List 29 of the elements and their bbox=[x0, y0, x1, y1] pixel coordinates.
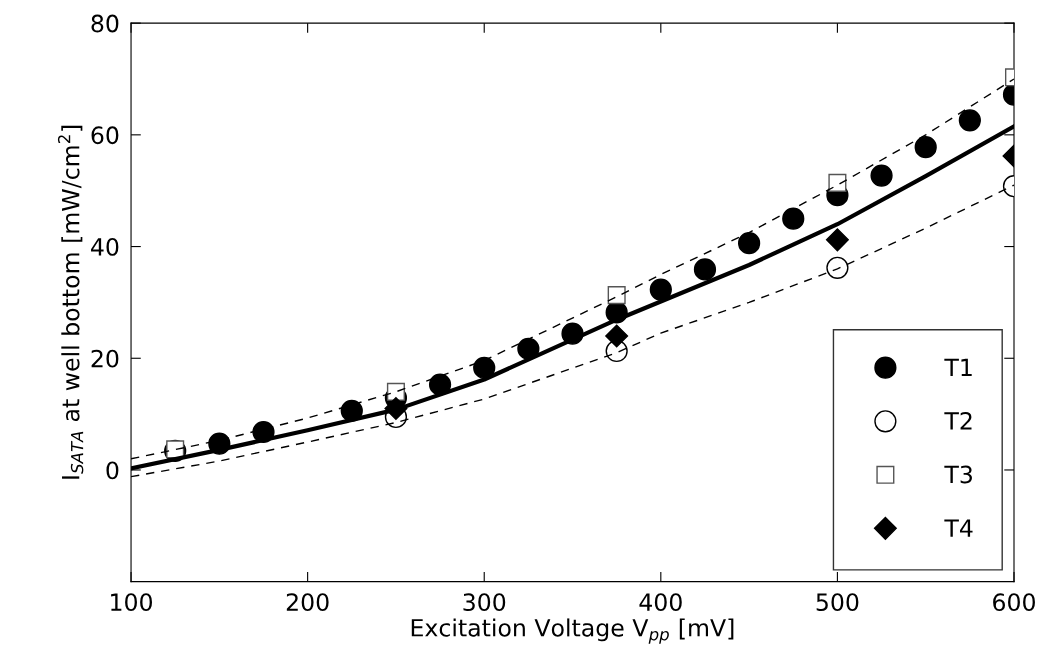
point bbox=[693, 258, 717, 281]
point bbox=[870, 164, 893, 187]
y-tick-label: 20 bbox=[91, 349, 119, 368]
point bbox=[473, 356, 496, 379]
y-tick-label: 80 bbox=[91, 14, 119, 33]
y-axis-title: I$_{SATA}$ at well bottom [mW/cm$^{2}$] bbox=[57, 125, 84, 479]
legend-label: T2 bbox=[944, 412, 972, 430]
x-axis-title: Excitation Voltage V$_{pp}$ [mV] bbox=[411, 618, 734, 644]
legend-label: T4 bbox=[944, 519, 973, 537]
legend-label: T3 bbox=[944, 465, 972, 484]
x-tick-label: 300 bbox=[463, 593, 506, 612]
point bbox=[958, 109, 981, 132]
legend-label: T1 bbox=[944, 358, 972, 376]
y-tick-label: 0 bbox=[106, 461, 119, 480]
x-tick-label: 100 bbox=[111, 593, 153, 612]
point bbox=[782, 207, 805, 230]
point bbox=[649, 278, 672, 301]
point bbox=[914, 136, 937, 159]
point bbox=[826, 256, 849, 279]
x-tick-label: 500 bbox=[816, 593, 859, 612]
point bbox=[738, 232, 761, 255]
point bbox=[825, 228, 849, 252]
point bbox=[605, 324, 629, 348]
point bbox=[828, 173, 847, 192]
x-tick-label: 600 bbox=[993, 593, 1035, 612]
x-tick-label: 200 bbox=[286, 593, 329, 612]
y-tick-label: 40 bbox=[91, 238, 119, 256]
x-tick-label: 400 bbox=[639, 593, 682, 612]
y-tick-label: 60 bbox=[91, 126, 119, 145]
